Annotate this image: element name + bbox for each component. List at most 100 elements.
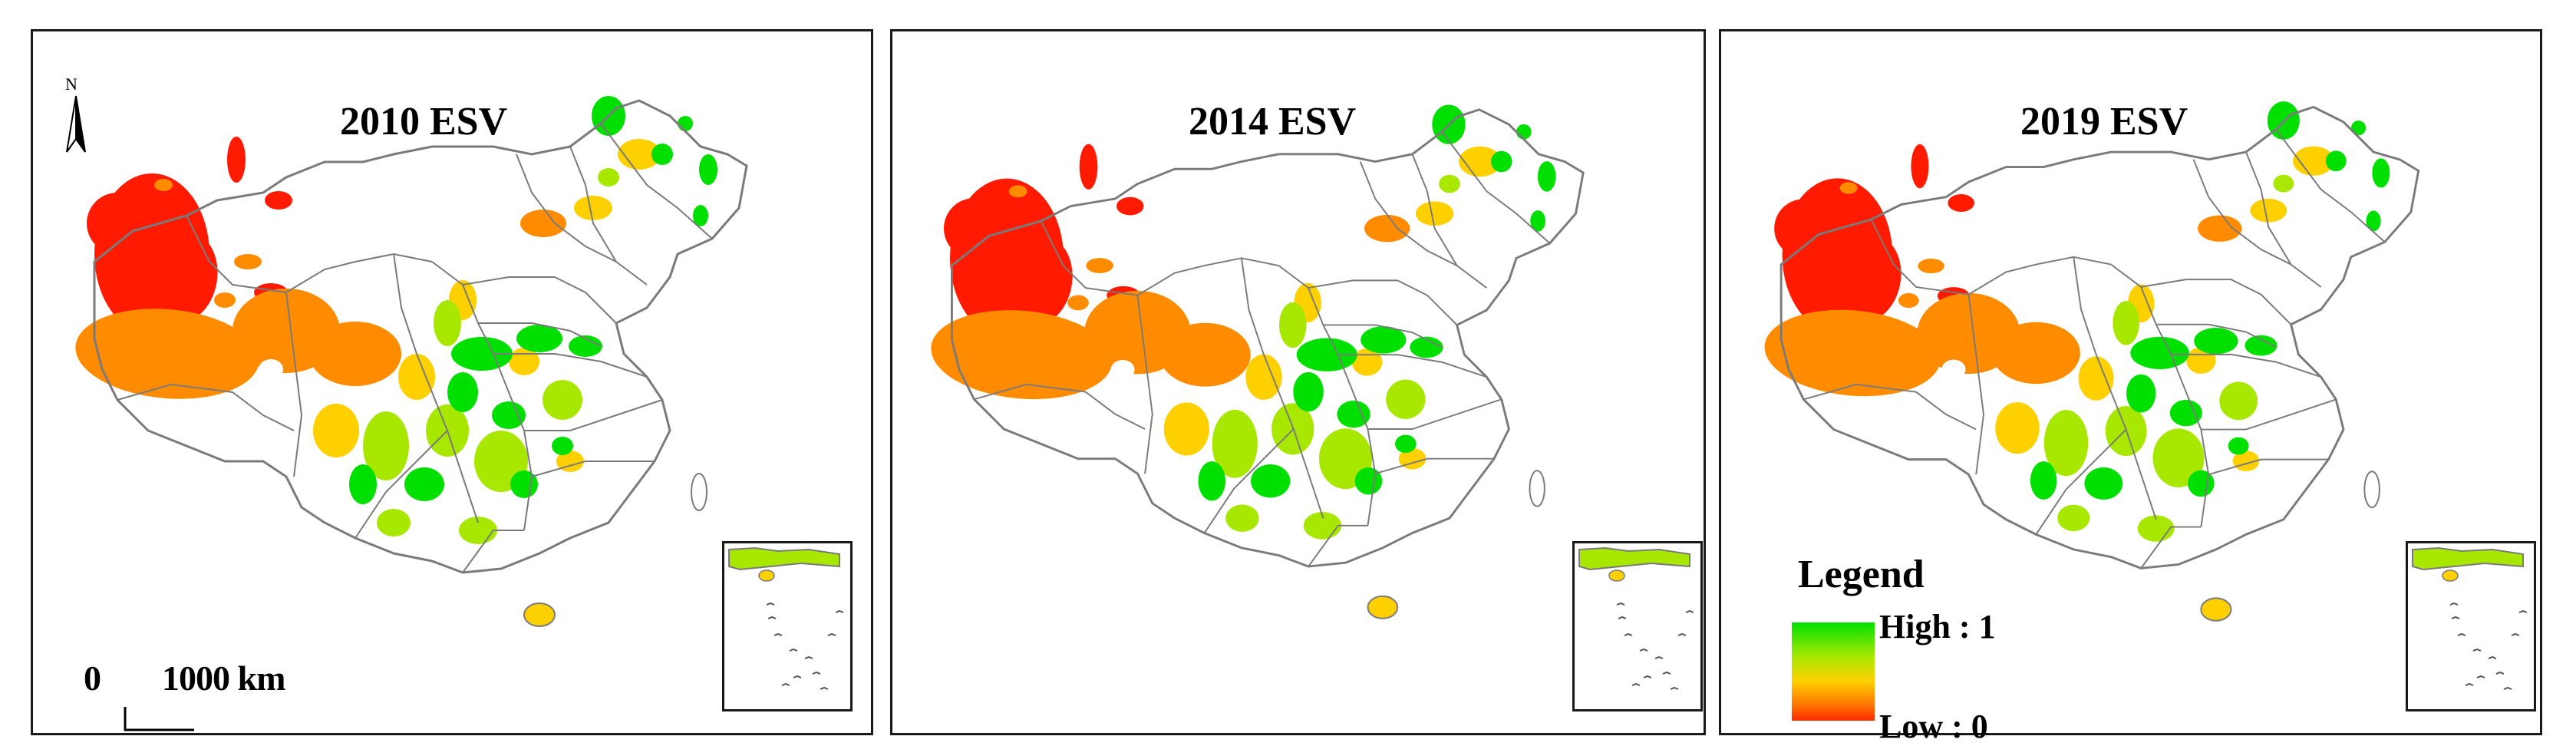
inset-island-dash [2495,671,2505,675]
esv-patch-very-low [1116,196,1144,216]
province-boundary [478,322,602,347]
esv-patch-low [1159,322,1251,387]
province-boundary [1040,220,1279,296]
national-boundary [950,108,1585,568]
inset-island-dash [789,648,798,652]
esv-patch-high [1516,124,1532,140]
esv-patch-high [678,116,693,131]
esv-patch-very-low [87,193,148,254]
esv-patch-low [309,322,401,386]
inset-island-dash [1639,648,1648,652]
no-data-area [1060,206,1081,221]
south-china-sea-inset [722,541,853,711]
province-boundary [1441,131,1551,244]
taiwan-island [1529,470,1545,507]
province-boundary [2155,323,2277,348]
no-data-area [1110,359,1135,380]
inset-island-dash [2511,632,2520,636]
inset-island-dash [1677,632,1687,636]
legend-low-label: Low : 0 [1879,708,1988,745]
esv-patch-low [1067,295,1089,311]
esv-patch-high [1395,434,1417,454]
esv-patch-high [2245,335,2278,356]
esv-patch-very-low [1003,235,1073,326]
inset-island-dash [1616,602,1625,606]
province-boundary [2201,398,2337,431]
china-esv-map [75,96,748,627]
esv-patch-medium-high [2043,410,2089,477]
esv-patch-medium-high [1212,409,1258,478]
panel-title: 2014 ESV [1189,100,1357,144]
esv-patch-high [1293,371,1324,412]
esv-patch-high [2126,374,2156,413]
province-boundary [117,383,295,431]
inset-island-dash [766,602,775,606]
esv-patch-high [1537,161,1556,192]
esv-patch-medium [574,196,612,220]
esv-patch-high [1410,336,1443,358]
esv-patch-medium [2078,356,2114,401]
province-boundary [531,461,655,477]
inset-island-dash [820,686,829,690]
province-boundary [1411,154,1487,289]
esv-patch-high [492,401,526,429]
esv-patch-medium-high [2152,428,2205,487]
province-boundary [2141,279,2292,325]
legend-title: Legend [1798,553,1925,596]
inset-island-dash [2518,609,2528,613]
province-boundary [516,154,617,262]
esv-patch-medium [2250,198,2287,223]
province-boundary [2275,129,2386,243]
province-boundary [974,383,1146,430]
hainan-island [523,602,556,627]
inset-island-dash [1685,609,1694,613]
china-esv-map [931,104,1585,619]
esv-patch-high [2325,150,2347,172]
esv-patch-low [1086,258,1113,273]
inset-island-dash [781,682,790,686]
province-boundary [2192,159,2292,266]
esv-patch-medium [1995,402,2040,454]
esv-patch-very-low [147,231,218,323]
esv-patch-medium [313,404,359,457]
esv-patch-high [1354,467,1383,495]
hainan-island [2200,597,2232,622]
province-boundary [1367,398,1502,430]
panel-title: 2019 ESV [2020,100,2188,144]
map-panel-2014: 2014 ESV [890,29,1706,735]
inset-island-dash [2503,686,2512,690]
map-panel-2010: 2010 ESV N 0 1000 km [31,29,873,735]
esv-patch-medium [1415,201,1454,226]
esv-patch-high [2366,210,2381,232]
esv-patch-high [1337,400,1370,428]
esv-patch-high [2169,399,2202,427]
scale-distance-label: 1000 km [162,659,285,698]
china-land-area [1781,107,2419,569]
esv-patch-low [234,254,262,269]
province-boundary [1337,354,1487,378]
map-panel-2019: 2019 ESV Legend High : 1 Low : 0 [1719,29,2542,745]
esv-patch-high [349,464,377,504]
no-data-area [305,171,345,199]
south-china-sea-inset [1572,541,1703,711]
esv-patch-low [1991,322,2080,385]
esv-patch-high [447,372,478,412]
province-boundary [431,261,533,531]
taiwan-island [2363,470,2380,509]
esv-patch-medium-high [598,168,619,187]
esv-patch-medium-high [1303,512,1342,540]
esv-patch-medium-high [2219,381,2258,421]
north-label: N [65,74,78,94]
esv-patch-high [1198,461,1225,501]
esv-patch-very-low [265,191,292,210]
inset-mainland-coast [2412,546,2524,571]
inset-island-dash [773,632,783,636]
esv-patch-medium [1163,402,1209,456]
esv-patch-medium-high [543,380,582,420]
legend-high-label: High : 1 [1879,608,1996,645]
no-data-area [206,200,228,216]
province-boundary [2208,458,2329,476]
esv-patch-medium-high [2273,174,2294,193]
esv-patch-medium [1398,447,1427,470]
esv-patch-medium-high [1386,379,1426,419]
